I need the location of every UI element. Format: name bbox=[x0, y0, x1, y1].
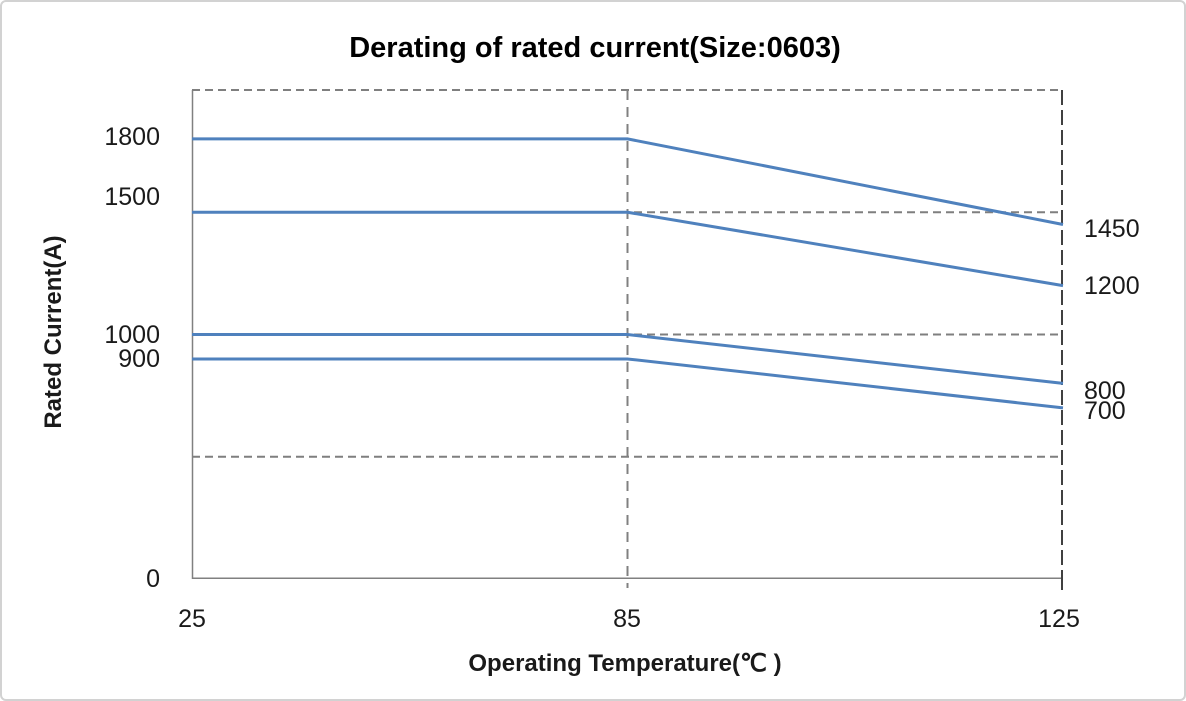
end-value-label-1450: 1450 bbox=[1084, 215, 1140, 243]
y-tick-label-1000: 1000 bbox=[104, 321, 160, 349]
x-tick-label-25: 25 bbox=[178, 605, 206, 633]
end-value-label-700: 700 bbox=[1084, 397, 1126, 425]
y-tick-label-1800: 1800 bbox=[104, 123, 160, 151]
chart-title: Derating of rated current(Size:0603) bbox=[349, 32, 841, 64]
y-tick-label-1500: 1500 bbox=[104, 183, 160, 211]
curve-900A bbox=[192, 357, 1064, 410]
curve-1000A bbox=[192, 333, 1064, 385]
y-tick-label-0: 0 bbox=[146, 565, 160, 593]
end-value-label-800: 800 bbox=[1084, 377, 1126, 405]
plot-area bbox=[191, 89, 1064, 590]
y-tick-label-900: 900 bbox=[118, 345, 160, 373]
curve-1800A bbox=[192, 137, 1064, 226]
curve-1500A bbox=[192, 210, 1064, 288]
x-tick-label-125: 125 bbox=[1038, 605, 1080, 633]
x-axis-title: Operating Temperature(℃ ) bbox=[468, 650, 782, 677]
end-value-label-1200: 1200 bbox=[1084, 272, 1140, 300]
plot-canvas bbox=[191, 89, 1064, 590]
x-tick-label-85: 85 bbox=[613, 605, 641, 633]
